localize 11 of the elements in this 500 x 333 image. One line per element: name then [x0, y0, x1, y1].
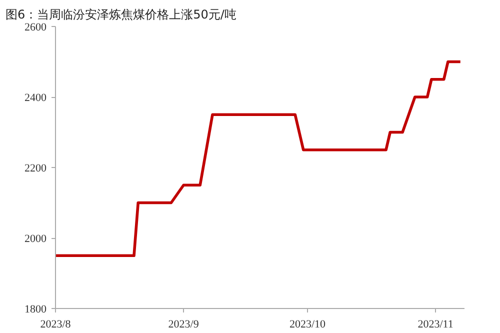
- x-tick-label: 2023/10: [289, 318, 326, 330]
- chart-title: 图6：当周临汾安泽炼焦煤价格上涨50元/吨: [6, 8, 236, 22]
- x-tick-label: 2023/8: [40, 318, 72, 330]
- y-tick-label: 2000: [24, 233, 47, 245]
- x-tick-label: 2023/11: [418, 318, 454, 330]
- line-series: [56, 60, 462, 258]
- x-tick-label: 2023/9: [168, 318, 200, 330]
- y-tick-label: 2200: [24, 162, 47, 174]
- y-tick-label: 1800: [24, 304, 47, 316]
- y-tick-label: 2600: [24, 22, 47, 34]
- y-tick-label: 2400: [24, 92, 47, 104]
